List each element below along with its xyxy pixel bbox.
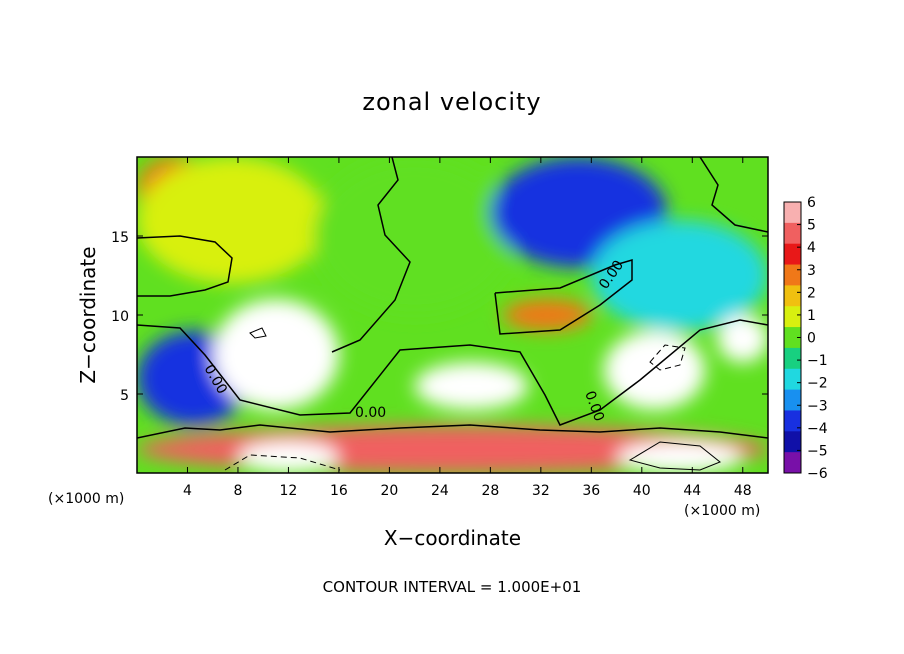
zero-contour-upper [137, 235, 233, 297]
y-tick-label: 10 [111, 309, 129, 325]
zero-contour-right [699, 157, 768, 233]
field-region [414, 362, 529, 410]
x-unit-label-left: (×1000 m) [48, 491, 125, 507]
x-tick-label: 44 [683, 483, 701, 499]
field-region [603, 330, 705, 410]
colorbar-swatch [784, 452, 801, 474]
field-region [313, 157, 516, 315]
colorbar-tick-label: 4 [807, 240, 816, 256]
colorbar-swatch [784, 327, 801, 349]
colorbar-swatch [784, 306, 801, 328]
field-region [237, 441, 339, 473]
x-tick-label: 12 [280, 483, 298, 499]
colorbar-swatch [784, 431, 801, 453]
x-tick-label: 36 [582, 483, 600, 499]
colorbar-swatch [784, 202, 801, 224]
y-tick-label: 5 [120, 388, 129, 404]
contour-interval-note: CONTOUR INTERVAL = 1.000E+01 [322, 578, 582, 596]
colorbar-tick-label: 0 [807, 331, 816, 347]
x-tick-label: 8 [233, 483, 242, 499]
zero-contour-box [494, 258, 633, 335]
colorbar-tick-label: −5 [807, 443, 828, 459]
colorbar-swatch [784, 243, 801, 266]
colorbar-swatch [784, 285, 801, 307]
colorbar-swatch [784, 347, 801, 370]
x-tick-label: 20 [380, 483, 398, 499]
x-axis-label: X−coordinate [383, 526, 522, 550]
colorbar-tick-label: −6 [807, 466, 828, 482]
y-tick-label: 15 [111, 230, 129, 246]
x-tick-label: 32 [532, 483, 550, 499]
velocity-field [137, 157, 768, 473]
zero-contour-bottom [137, 424, 768, 439]
colorbar-swatch [784, 389, 801, 411]
colorbar-swatch [784, 264, 801, 286]
zero-contour-lower [137, 319, 768, 426]
positive-contour-a [628, 441, 721, 471]
x-tick-label: 48 [734, 483, 752, 499]
colorbar: 6 5 4 3 2 1 0 −1 −2 −3 −4 −5 −6 [783, 195, 828, 482]
field-region [137, 157, 327, 284]
positive-contour-b [249, 327, 267, 339]
x-tick-label: 4 [183, 483, 192, 499]
x-axis: 4 8 12 16 20 24 28 32 36 40 44 48 [183, 157, 752, 499]
colorbar-tick-label: −1 [807, 353, 828, 369]
colorbar-swatch [784, 222, 801, 245]
contour-lines [137, 157, 768, 471]
colorbar-swatch [784, 410, 801, 432]
x-unit-label-right: (×1000 m) [684, 503, 761, 519]
colorbar-tick-label: 1 [807, 308, 816, 324]
x-tick-label: 16 [330, 483, 348, 499]
zero-contour-top [331, 157, 411, 353]
colorbar-tick-label: −4 [807, 421, 828, 437]
field-region [717, 315, 768, 363]
negative-contour-a [649, 344, 686, 371]
y-axis: 5 10 15 [111, 230, 768, 404]
colorbar-tick-label: 6 [807, 195, 816, 211]
colorbar-tick-label: −2 [807, 376, 828, 392]
colorbar-swatch [784, 368, 801, 391]
x-tick-label: 24 [431, 483, 449, 499]
colorbar-tick-label: 3 [807, 263, 816, 279]
x-tick-label: 40 [633, 483, 651, 499]
field-region [212, 299, 339, 410]
colorbar-tick-label: 5 [807, 218, 816, 234]
colorbar-tick-label: 2 [807, 285, 816, 301]
chart-title: zonal velocity [362, 88, 542, 116]
field-region [502, 299, 592, 331]
y-axis-label: Z−coordinate [76, 246, 100, 384]
x-tick-label: 28 [481, 483, 499, 499]
contour-label: 0.00 [355, 405, 386, 421]
negative-contour-b [224, 454, 341, 471]
field-blobs [137, 157, 768, 473]
field-region [591, 220, 768, 331]
colorbar-tick-label: −3 [807, 398, 828, 414]
